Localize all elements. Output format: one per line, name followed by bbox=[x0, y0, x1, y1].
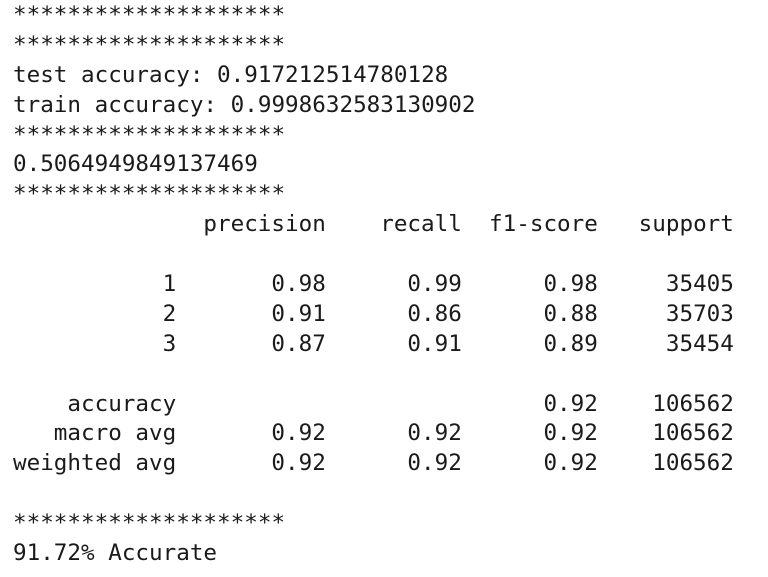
precision-cell: 0.87 bbox=[271, 330, 326, 357]
precision-cell: 0.91 bbox=[271, 300, 326, 327]
precision-cell: 0.92 bbox=[271, 450, 326, 477]
separator-line: ******************** bbox=[13, 2, 286, 28]
f1-score-cell: 0.92 bbox=[543, 420, 598, 447]
support-cell: 106562 bbox=[652, 390, 734, 417]
summary-row: accuracy 0.92 106562 bbox=[13, 390, 768, 420]
f1-score-cell: 0.89 bbox=[543, 330, 598, 357]
support-cell: 35454 bbox=[665, 330, 734, 357]
row-label: 3 bbox=[162, 330, 177, 357]
report-header-row: precision recall f1-score support bbox=[13, 210, 768, 240]
header-precision: precision bbox=[203, 211, 326, 238]
header-label-spacer bbox=[13, 210, 176, 240]
recall-cell: 0.91 bbox=[407, 330, 462, 357]
precision-cell bbox=[190, 390, 326, 420]
class-row: 1 0.98 0.99 0.98 35405 bbox=[13, 270, 768, 300]
final-accuracy-line: 91.72% Accurate bbox=[13, 540, 218, 567]
separator-line: ******************** bbox=[13, 510, 286, 537]
separator-line: ******************** bbox=[13, 121, 286, 148]
recall-cell: 0.92 bbox=[407, 420, 462, 447]
precision-cell: 0.98 bbox=[271, 271, 326, 298]
blank-line bbox=[13, 240, 768, 270]
support-cell: 106562 bbox=[652, 450, 734, 477]
summary-row: weighted avg 0.92 0.92 0.92 106562 bbox=[13, 449, 768, 479]
f1-score-cell: 0.88 bbox=[543, 300, 598, 327]
score-line: 0.5064949849137469 bbox=[13, 151, 258, 178]
f1-score-cell: 0.98 bbox=[543, 271, 598, 298]
header-f1-score: f1-score bbox=[489, 211, 598, 238]
class-row: 2 0.91 0.86 0.88 35703 bbox=[13, 300, 768, 330]
support-cell: 106562 bbox=[652, 420, 734, 447]
header-recall: recall bbox=[380, 211, 462, 238]
class-row: 3 0.87 0.91 0.89 35454 bbox=[13, 330, 768, 360]
precision-cell: 0.92 bbox=[271, 420, 326, 447]
support-cell: 35703 bbox=[665, 300, 734, 327]
support-cell: 35405 bbox=[665, 271, 734, 298]
summary-rows: accuracy 0.92 106562 macro avg 0.92 0.92 0.92 1… bbox=[13, 390, 768, 480]
f1-score-cell: 0.92 bbox=[543, 450, 598, 477]
recall-cell: 0.92 bbox=[407, 450, 462, 477]
row-label: accuracy bbox=[67, 390, 177, 417]
row-label: macro avg bbox=[53, 420, 177, 447]
train-accuracy-line: train accuracy: 0.9998632583130902 bbox=[13, 91, 476, 118]
recall-cell bbox=[326, 390, 462, 420]
recall-cell: 0.86 bbox=[407, 300, 462, 327]
row-label: weighted avg bbox=[13, 450, 177, 477]
row-label: 2 bbox=[162, 300, 177, 327]
row-label: 1 bbox=[162, 271, 177, 298]
separator-line: ******************** bbox=[13, 31, 286, 58]
blank-line bbox=[13, 479, 768, 509]
f1-score-cell: 0.92 bbox=[543, 390, 598, 417]
separator-line: ******************** bbox=[13, 181, 286, 208]
summary-row: macro avg 0.92 0.92 0.92 106562 bbox=[13, 419, 768, 449]
test-accuracy-line: test accuracy: 0.917212514780128 bbox=[13, 61, 449, 88]
class-rows: 1 0.98 0.99 0.98 35405 2 0.91 0.86 0.88 35703 3 0.8… bbox=[13, 270, 768, 360]
recall-cell: 0.99 bbox=[407, 271, 462, 298]
blank-line bbox=[13, 360, 768, 390]
header-support: support bbox=[638, 211, 734, 238]
